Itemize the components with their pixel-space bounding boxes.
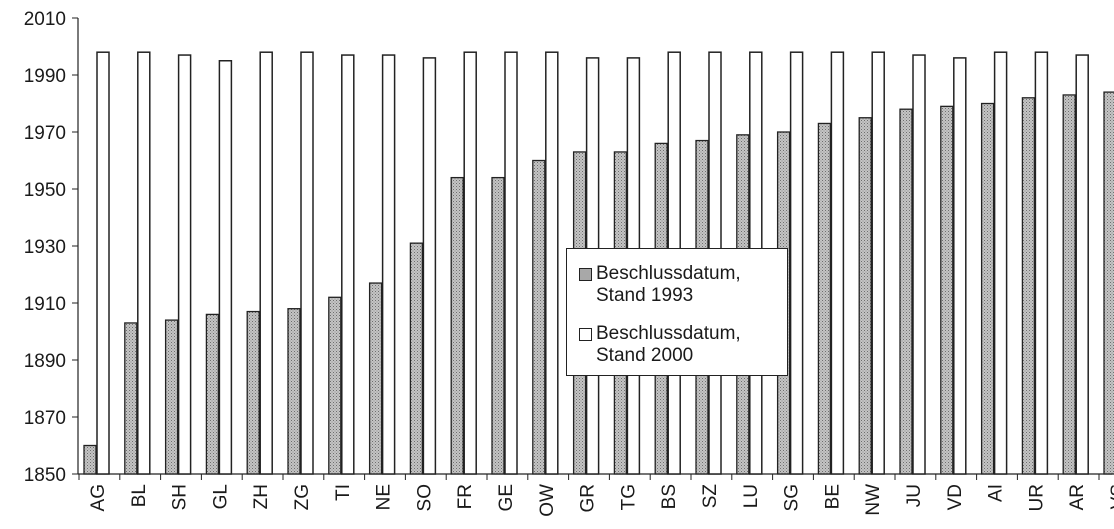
bar-1993-nw	[858, 117, 872, 475]
legend-label-2000-line2: Stand 2000	[596, 345, 694, 366]
y-tick-label: 1910	[24, 294, 66, 315]
bar-2000-ow	[545, 51, 559, 475]
x-tick-label-fr: FR	[455, 484, 476, 509]
bar-1993-ne	[368, 282, 383, 475]
legend: Beschlussdatum, Stand 1993 Beschlussdatu…	[566, 248, 788, 376]
x-tick-label-bs: BS	[659, 484, 680, 509]
bar-1993-ur	[1021, 97, 1036, 475]
x-tick-label-zg: ZG	[292, 484, 313, 510]
bar-2000-fr	[463, 51, 477, 475]
bar-1993-ai	[980, 102, 995, 475]
x-tick-label-ne: NE	[374, 484, 395, 510]
legend-label-1993: Beschlussdatum, Stand 1993	[596, 263, 741, 307]
bar-1993-ow	[532, 159, 546, 475]
legend-swatch-2000	[579, 328, 592, 341]
legend-swatch-1993	[579, 268, 592, 281]
bar-1993-vs	[1103, 91, 1114, 475]
y-tick-label: 1950	[24, 180, 66, 201]
bar-2000-zh	[259, 51, 273, 475]
bar-2000-ne	[381, 54, 396, 475]
legend-entry-2000: Beschlussdatum, Stand 2000	[579, 323, 741, 367]
bar-2000-nw	[871, 51, 885, 475]
x-tick-label-sh: SH	[170, 484, 191, 510]
x-tick-label-sg: SG	[782, 484, 803, 511]
bar-2000-ai	[993, 51, 1008, 475]
x-tick-label-lu: LU	[741, 484, 762, 508]
bar-2000-ju	[912, 54, 926, 475]
y-tick-label: 1990	[24, 66, 66, 87]
y-tick-labels: 1850 1870 1890 1910 1930 1950 1970 1990 2010	[24, 9, 66, 486]
x-tick-label-bl: BL	[129, 484, 150, 507]
bar-2000-gl	[218, 60, 233, 475]
bar-2000-ag	[96, 51, 110, 475]
x-tick-label-ai: AI	[986, 484, 1007, 502]
bar-1993-ge	[491, 176, 505, 475]
bar-2000-bl	[137, 51, 151, 475]
x-tick-label-gr: GR	[578, 484, 599, 513]
y-tick-label: 1930	[24, 237, 66, 258]
x-tick-label-be: BE	[822, 484, 843, 509]
x-tick-labels: AG BL SH GL ZH ZG TI NE SO FR GE OW GR TG BS SZ LU SG BE NW…	[88, 484, 1114, 517]
x-tick-label-sz: SZ	[700, 484, 721, 509]
bar-2000-vd	[953, 57, 967, 475]
x-tick-label-ar: AR	[1067, 484, 1088, 510]
x-tick-label-so: SO	[414, 484, 435, 511]
legend-entry-1993: Beschlussdatum, Stand 1993	[579, 263, 741, 307]
y-tick-label: 2010	[24, 9, 66, 30]
bar-2000-ur	[1034, 51, 1049, 475]
bar-2000-ti	[341, 54, 355, 475]
bar-1993-so	[409, 242, 424, 475]
x-tick-label-vd: VD	[945, 484, 966, 510]
x-tick-label-ju: JU	[904, 484, 925, 507]
x-tick-label-nw: NW	[863, 484, 884, 516]
bar-2000-sg	[789, 51, 804, 475]
x-tick-label-gl: GL	[210, 484, 231, 509]
bar-1993-ju	[899, 108, 913, 475]
x-tick-label-ge: GE	[496, 484, 517, 511]
bar-1993-zg	[287, 308, 301, 475]
legend-label-2000: Beschlussdatum, Stand 2000	[596, 323, 741, 367]
bar-1993-be	[817, 122, 832, 475]
bar-1993-ti	[328, 296, 342, 475]
bar-2000-zg	[300, 51, 314, 475]
bar-1993-ag	[83, 444, 97, 475]
x-tick-label-zh: ZH	[251, 484, 272, 509]
x-tick-label-tg: TG	[618, 484, 639, 510]
bar-1993-gl	[205, 313, 220, 475]
bar-2000-be	[830, 51, 845, 475]
bar-2000-ge	[504, 51, 518, 475]
bar-1993-vd	[940, 105, 954, 475]
y-tick-label: 1970	[24, 123, 66, 144]
bar-1993-bl	[124, 322, 138, 475]
y-tick-label: 1850	[24, 465, 66, 486]
bar-1993-ar	[1062, 94, 1076, 475]
bar-1993-zh	[246, 310, 260, 475]
x-tick-label-ag: AG	[88, 484, 109, 511]
x-tick-label-ur: UR	[1026, 484, 1047, 511]
y-tick-label: 1890	[24, 351, 66, 372]
legend-label-1993-line2: Stand 1993	[596, 285, 694, 306]
legend-label-2000-line1: Beschlussdatum,	[596, 323, 741, 344]
bar-1993-fr	[450, 176, 464, 475]
bar-2000-ar	[1075, 54, 1089, 475]
bar-1993-sh	[164, 319, 179, 475]
legend-label-1993-line1: Beschlussdatum,	[596, 263, 741, 284]
bar-2000-so	[422, 57, 437, 475]
x-tick-label-ow: OW	[537, 484, 558, 517]
x-tick-label-vs: VS	[1108, 484, 1114, 509]
bar-2000-sh	[177, 54, 192, 475]
x-tick-label-ti: TI	[333, 484, 354, 501]
y-tick-label: 1870	[24, 408, 66, 429]
